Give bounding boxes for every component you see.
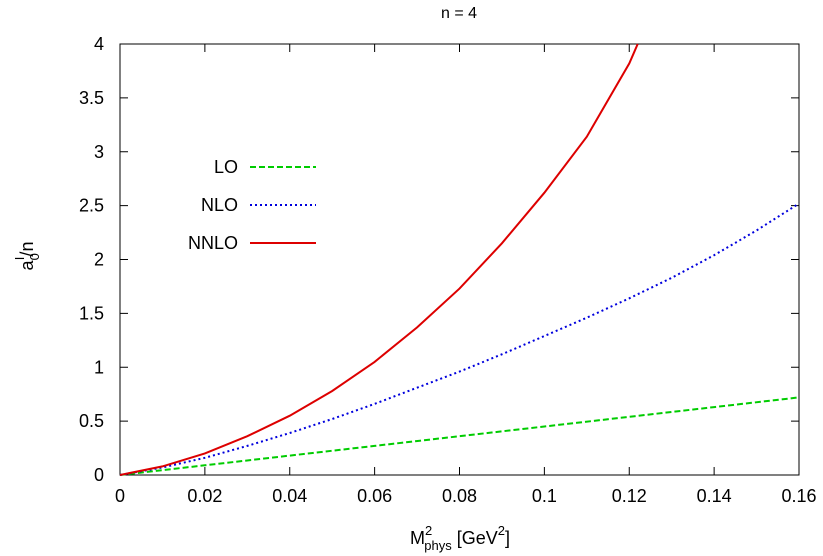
y-tick-label: 1.5 (79, 303, 104, 323)
x-tick-label: 0.02 (187, 486, 222, 506)
legend-label-lo: LO (214, 157, 238, 177)
x-tick-label: 0.12 (612, 486, 647, 506)
x-tick-label: 0.08 (442, 486, 477, 506)
legend-label-nnlo: NNLO (188, 233, 238, 253)
series-line-nnlo (119, 43, 639, 476)
legend-label-nlo: NLO (201, 195, 238, 215)
series-lines (119, 43, 800, 476)
y-tick-label: 1 (94, 357, 104, 377)
chart-title: n = 4 (441, 5, 477, 22)
plot-frame (119, 43, 800, 476)
y-tick-labels: 0 0.5 1 1.5 2 2.5 3 3.5 4 (79, 34, 104, 485)
y-tick-label: 3.5 (79, 88, 104, 108)
y-tick-label: 2 (94, 250, 104, 270)
legend: LO NLO NNLO (188, 157, 316, 253)
x-tick-label: 0.1 (532, 486, 557, 506)
x-axis-label: M2 phys [GeV2] (410, 523, 510, 553)
y-axis-label: a0I/n (12, 242, 42, 271)
x-tick-label: 0.16 (781, 486, 816, 506)
y-tick-label: 2.5 (79, 196, 104, 216)
series-line-nlo (119, 202, 800, 476)
series-line-lo (119, 396, 800, 476)
y-tick-label: 3 (94, 142, 104, 162)
y-tick-label: 4 (94, 34, 104, 54)
x-tick-labels: 0 0.02 0.04 0.06 0.08 0.1 0.12 0.14 0.16 (115, 486, 817, 506)
x-tick-label: 0.06 (357, 486, 392, 506)
y-tick-label: 0.5 (79, 411, 104, 431)
x-tick-label: 0.04 (272, 486, 307, 506)
tick-marks (119, 43, 800, 476)
x-tick-label: 0 (115, 486, 125, 506)
x-tick-label: 0.14 (697, 486, 732, 506)
y-tick-label: 0 (94, 465, 104, 485)
